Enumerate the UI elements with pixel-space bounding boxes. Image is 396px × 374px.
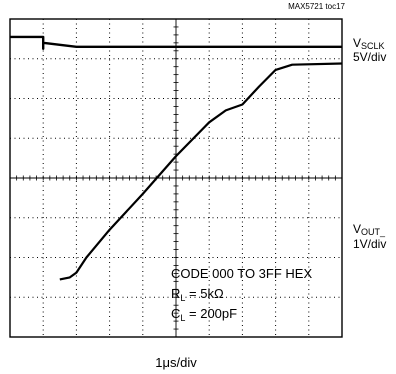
rl-main: R bbox=[171, 286, 180, 301]
plot-grid bbox=[9, 18, 343, 338]
vout-label-sub: OUT_ bbox=[361, 227, 386, 237]
cl-value: = 200pF bbox=[185, 306, 237, 321]
traces bbox=[10, 35, 343, 281]
vsclk-label: VSCLK bbox=[353, 36, 385, 51]
rl-sub: L bbox=[180, 293, 185, 303]
vsclk-label-sub: SCLK bbox=[361, 41, 385, 51]
vout-trace bbox=[59, 62, 343, 281]
vsclk-trace bbox=[10, 35, 342, 50]
cl-sub: L bbox=[180, 313, 185, 323]
code-annotation: CODE 000 TO 3FF HEX bbox=[171, 266, 312, 281]
cl-annotation: CL = 200pF bbox=[171, 306, 237, 323]
rl-value: = 5kΩ bbox=[185, 286, 224, 301]
vsclk-label-main: V bbox=[353, 36, 361, 50]
rl-annotation: RL = 5kΩ bbox=[171, 286, 224, 303]
vsclk-scale: 5V/div bbox=[353, 50, 386, 64]
timebase-label: 1μs/div bbox=[155, 355, 197, 370]
vout-label-main: V bbox=[353, 222, 361, 236]
figure-id: MAX5721 toc17 bbox=[288, 2, 345, 11]
vout-scale: 1V/div bbox=[353, 237, 386, 251]
cl-main: C bbox=[171, 306, 180, 321]
vout-label: VOUT_ bbox=[353, 222, 386, 237]
